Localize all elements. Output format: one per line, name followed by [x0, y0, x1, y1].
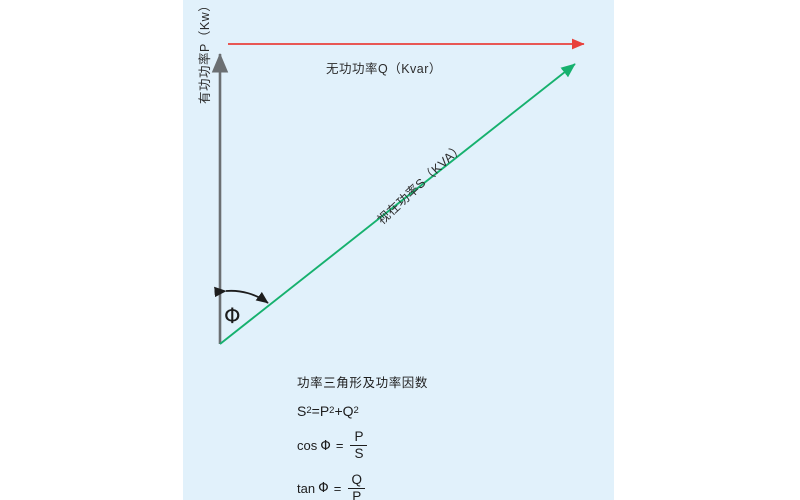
cos-equals-sign: = [335, 438, 344, 454]
cos-phi-symbol: Φ [320, 437, 331, 454]
formula-plus: + [334, 403, 343, 419]
formula-equals-1: = [311, 403, 320, 419]
tan-phi-symbol: Φ [318, 480, 329, 497]
reactive-power-axis-label: 无功功率Q（Kvar） [326, 62, 442, 76]
tan-numerator: Q [351, 471, 363, 487]
phase-angle-arc [214, 286, 269, 304]
tan-function-name: tan [297, 480, 316, 496]
cos-fraction-bar [350, 445, 368, 447]
formula-q-base: Q [342, 403, 354, 419]
formula-power-factor-cosine: cos Φ = P S [297, 429, 428, 462]
cos-fraction: P S [350, 429, 368, 462]
tan-equals-sign: = [333, 480, 342, 496]
formula-power-factor-tangent: tan Φ = Q P [297, 471, 428, 500]
formula-s-base: S [297, 403, 307, 419]
formula-block: 功率三角形及功率因数 S 2 = P 2 + Q 2 cos Φ = P S tan Φ = … [297, 372, 428, 500]
tan-fraction-bar [348, 487, 366, 490]
formula-p-base: P [319, 403, 330, 419]
cos-denominator: S [354, 446, 364, 462]
tan-fraction: Q P [348, 471, 366, 500]
tan-denominator: P [352, 489, 362, 500]
cos-function-name: cos [297, 438, 318, 454]
apparent-power-vector-line [219, 63, 576, 345]
diagram-panel [183, 0, 614, 500]
formula-block-title: 功率三角形及功率因数 [297, 376, 429, 390]
cos-numerator: P [354, 429, 364, 444]
active-power-axis-label: 有功功率P（Kw） [198, 0, 212, 104]
formula-apparent-power-identity: S 2 = P 2 + Q 2 [297, 403, 359, 419]
phase-angle-symbol: Φ [224, 304, 241, 328]
